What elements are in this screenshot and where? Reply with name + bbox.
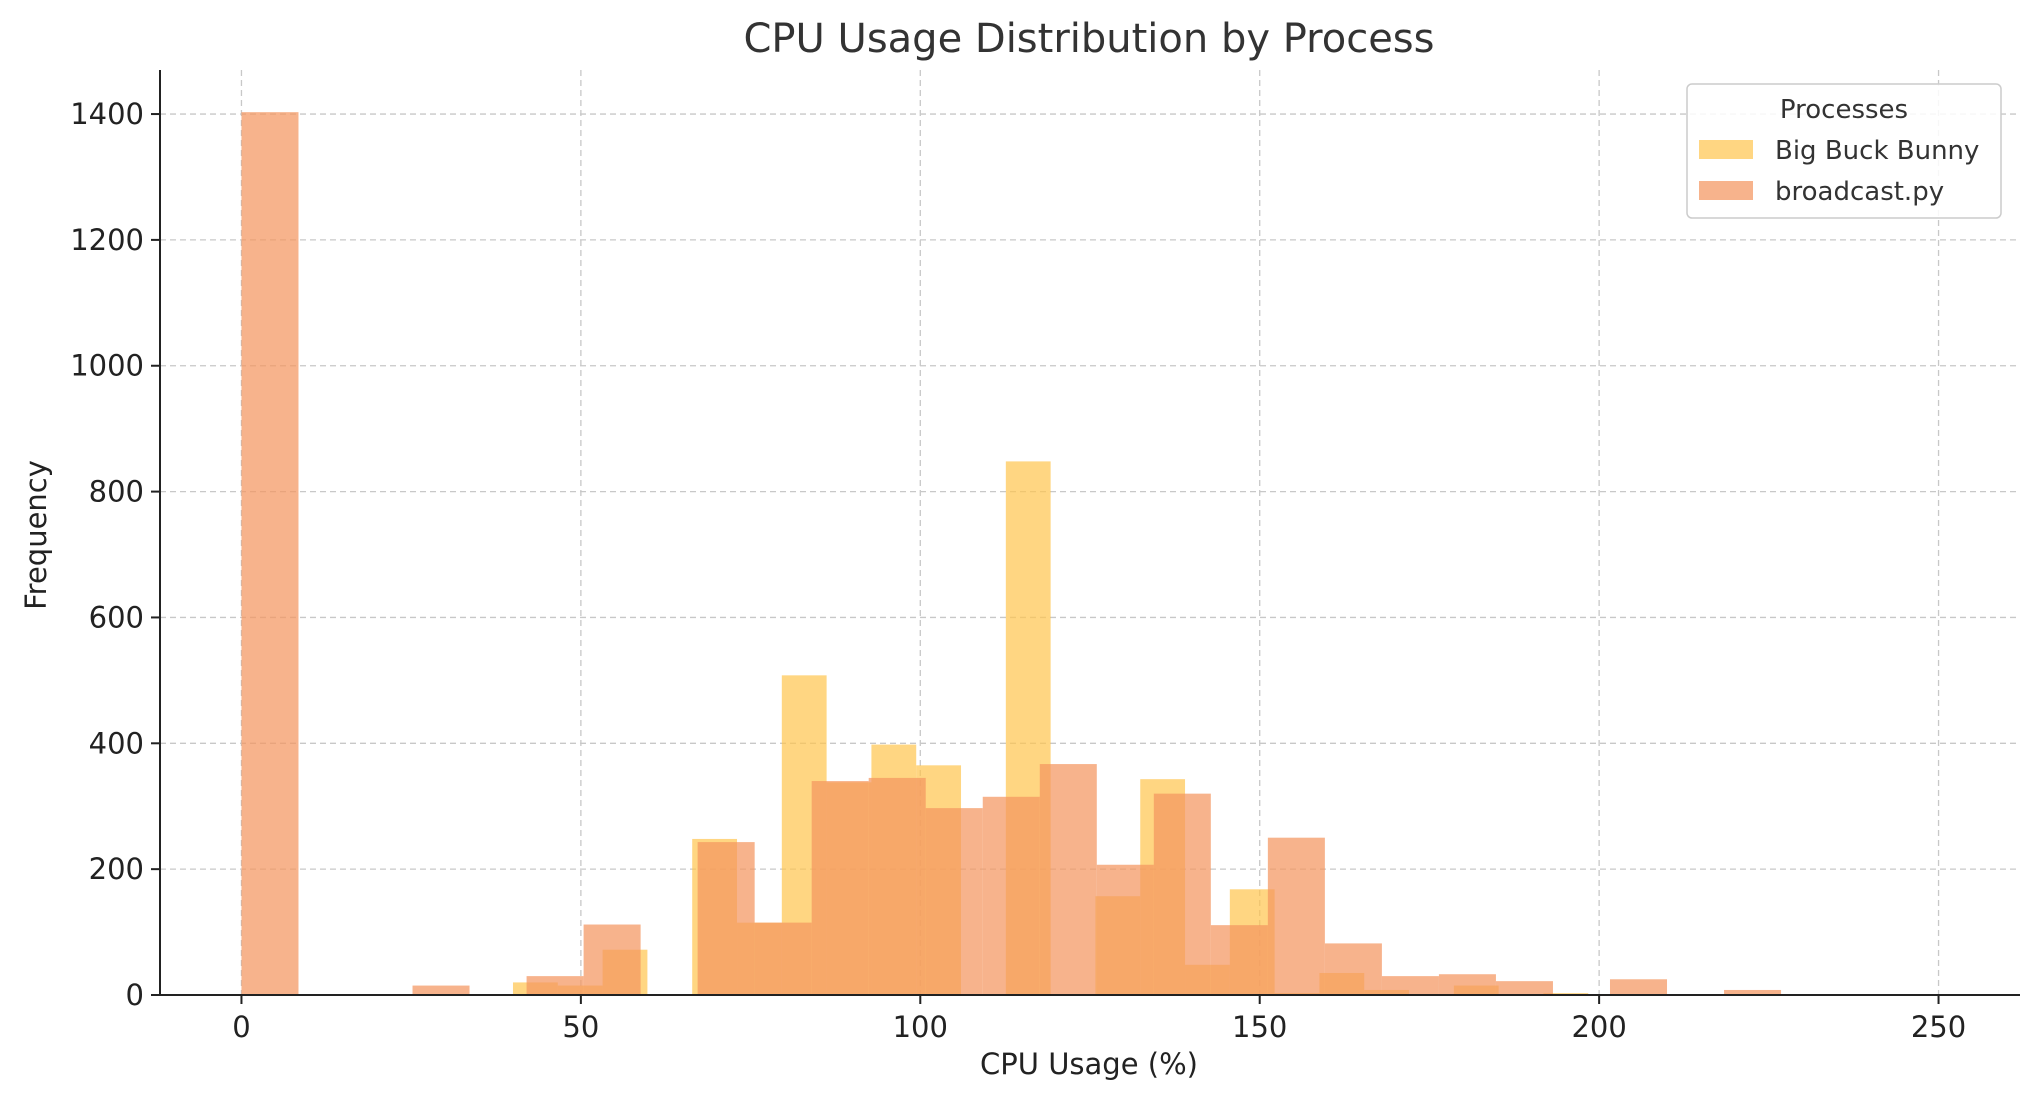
bar-broadcast-py-5 [754, 922, 812, 995]
y-tick-label-1400: 1400 [70, 97, 144, 131]
axis-ticks: 0 50 100 150 200 250 0 200 400 600 800 1000 1200 1400 [70, 97, 1966, 1044]
bar-broadcast-py-1 [412, 985, 470, 995]
x-tick-label-150: 150 [1232, 1010, 1287, 1044]
bar-broadcast-py-18 [1495, 981, 1553, 995]
legend-box [1686, 83, 2002, 219]
axes [159, 70, 2020, 996]
legend-swatch-broadcast-py [1699, 181, 1753, 200]
bar-broadcast-py-7 [868, 777, 926, 995]
legend-label-big-buck-bunny: Big Buck Bunny [1775, 136, 1979, 166]
y-tick-label-800: 800 [89, 475, 144, 509]
bar-broadcast-py-19 [1609, 979, 1668, 995]
y-tick-label-0: 0 [126, 978, 144, 1012]
x-tick-label-100: 100 [893, 1010, 948, 1044]
y-axis-label: Frequency [19, 460, 53, 610]
y-tick-label-400: 400 [89, 726, 144, 760]
bar-broadcast-py-12 [1153, 793, 1211, 995]
bar-broadcast-py-0 [241, 112, 299, 996]
bar-broadcast-py-3 [583, 924, 641, 995]
x-axis-label: CPU Usage (%) [980, 1047, 1198, 1081]
legend: Processes Big Buck Bunny broadcast.py [1686, 83, 2002, 219]
legend-title: Processes [1780, 95, 1908, 125]
x-tick-label-250: 250 [1911, 1010, 1966, 1044]
y-tick-label-1200: 1200 [70, 223, 144, 257]
y-tick-label-600: 600 [89, 600, 144, 634]
x-tick-label-0: 0 [232, 1010, 250, 1044]
chart-title: CPU Usage Distribution by Process [744, 16, 1435, 62]
legend-swatch-big-buck-bunny [1699, 140, 1753, 159]
y-tick-label-1000: 1000 [70, 349, 144, 383]
bar-broadcast-py-8 [925, 808, 983, 995]
series-broadcast-py [241, 112, 1782, 996]
bar-broadcast-py-17 [1438, 974, 1496, 995]
x-tick-label-200: 200 [1571, 1010, 1626, 1044]
legend-label-broadcast-py: broadcast.py [1775, 177, 1944, 207]
bar-broadcast-py-4 [697, 842, 755, 995]
histogram-bars [241, 112, 1782, 996]
x-tick-label-50: 50 [562, 1010, 599, 1044]
bar-broadcast-py-11 [1096, 864, 1154, 995]
bar-broadcast-py-13 [1210, 925, 1268, 995]
bar-broadcast-py-2 [526, 976, 584, 995]
bar-broadcast-py-10 [1039, 764, 1097, 995]
bar-broadcast-py-6 [811, 781, 869, 995]
bar-broadcast-py-14 [1267, 837, 1325, 995]
y-tick-label-200: 200 [89, 852, 144, 886]
bar-broadcast-py-20 [1724, 989, 1782, 995]
bar-broadcast-py-16 [1381, 976, 1439, 995]
bar-broadcast-py-15 [1324, 943, 1382, 995]
bar-broadcast-py-9 [982, 796, 1040, 995]
